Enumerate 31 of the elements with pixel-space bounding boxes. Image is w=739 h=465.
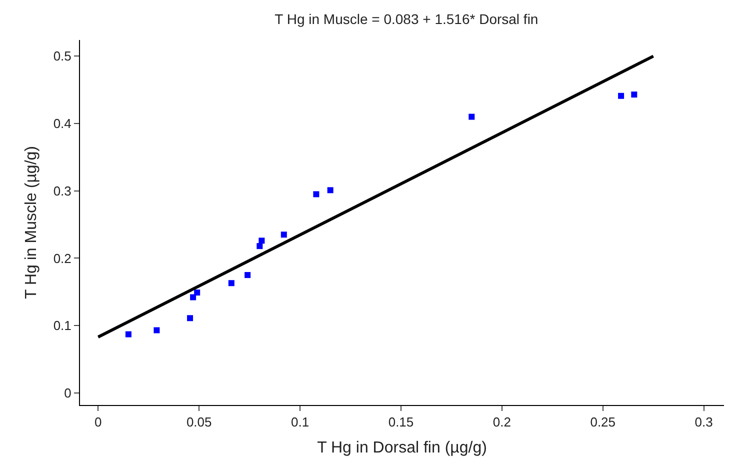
x-tick-label: 0.05 <box>186 414 212 430</box>
x-tick-label: 0.25 <box>590 414 616 430</box>
y-tick-label: 0.5 <box>53 48 72 64</box>
point <box>256 243 263 250</box>
point <box>327 187 334 194</box>
x-tick-label: 0.3 <box>694 414 713 430</box>
point <box>244 272 251 278</box>
y-tick-label: 0 <box>64 385 72 400</box>
point <box>313 191 320 198</box>
point <box>258 238 265 244</box>
point <box>125 331 132 338</box>
y-tick-label: 0.2 <box>53 250 72 266</box>
point <box>194 290 200 296</box>
x-tick-label: 0.15 <box>388 414 414 430</box>
x-tick-label: 0.1 <box>291 414 310 430</box>
y-axis-title: T Hg in Muscle (µg/g) <box>23 146 40 299</box>
point <box>618 92 624 99</box>
point <box>631 92 638 98</box>
x-axis-title: T Hg in Dorsal fin (µg/g) <box>317 439 487 456</box>
point <box>154 327 160 334</box>
x-tick-label: 0.2 <box>492 414 511 430</box>
point <box>280 232 287 238</box>
point <box>468 114 475 120</box>
point <box>187 315 194 322</box>
point <box>190 294 196 300</box>
y-tick-label: 0.1 <box>53 318 72 334</box>
point <box>228 280 234 286</box>
y-tick-label: 0.4 <box>53 116 72 132</box>
y-tick-label: 0.3 <box>53 183 72 198</box>
chart-title: T Hg in Muscle = 0.083 + 1.516* Dorsal fin <box>274 10 538 27</box>
x-tick-label: 0 <box>94 414 102 430</box>
